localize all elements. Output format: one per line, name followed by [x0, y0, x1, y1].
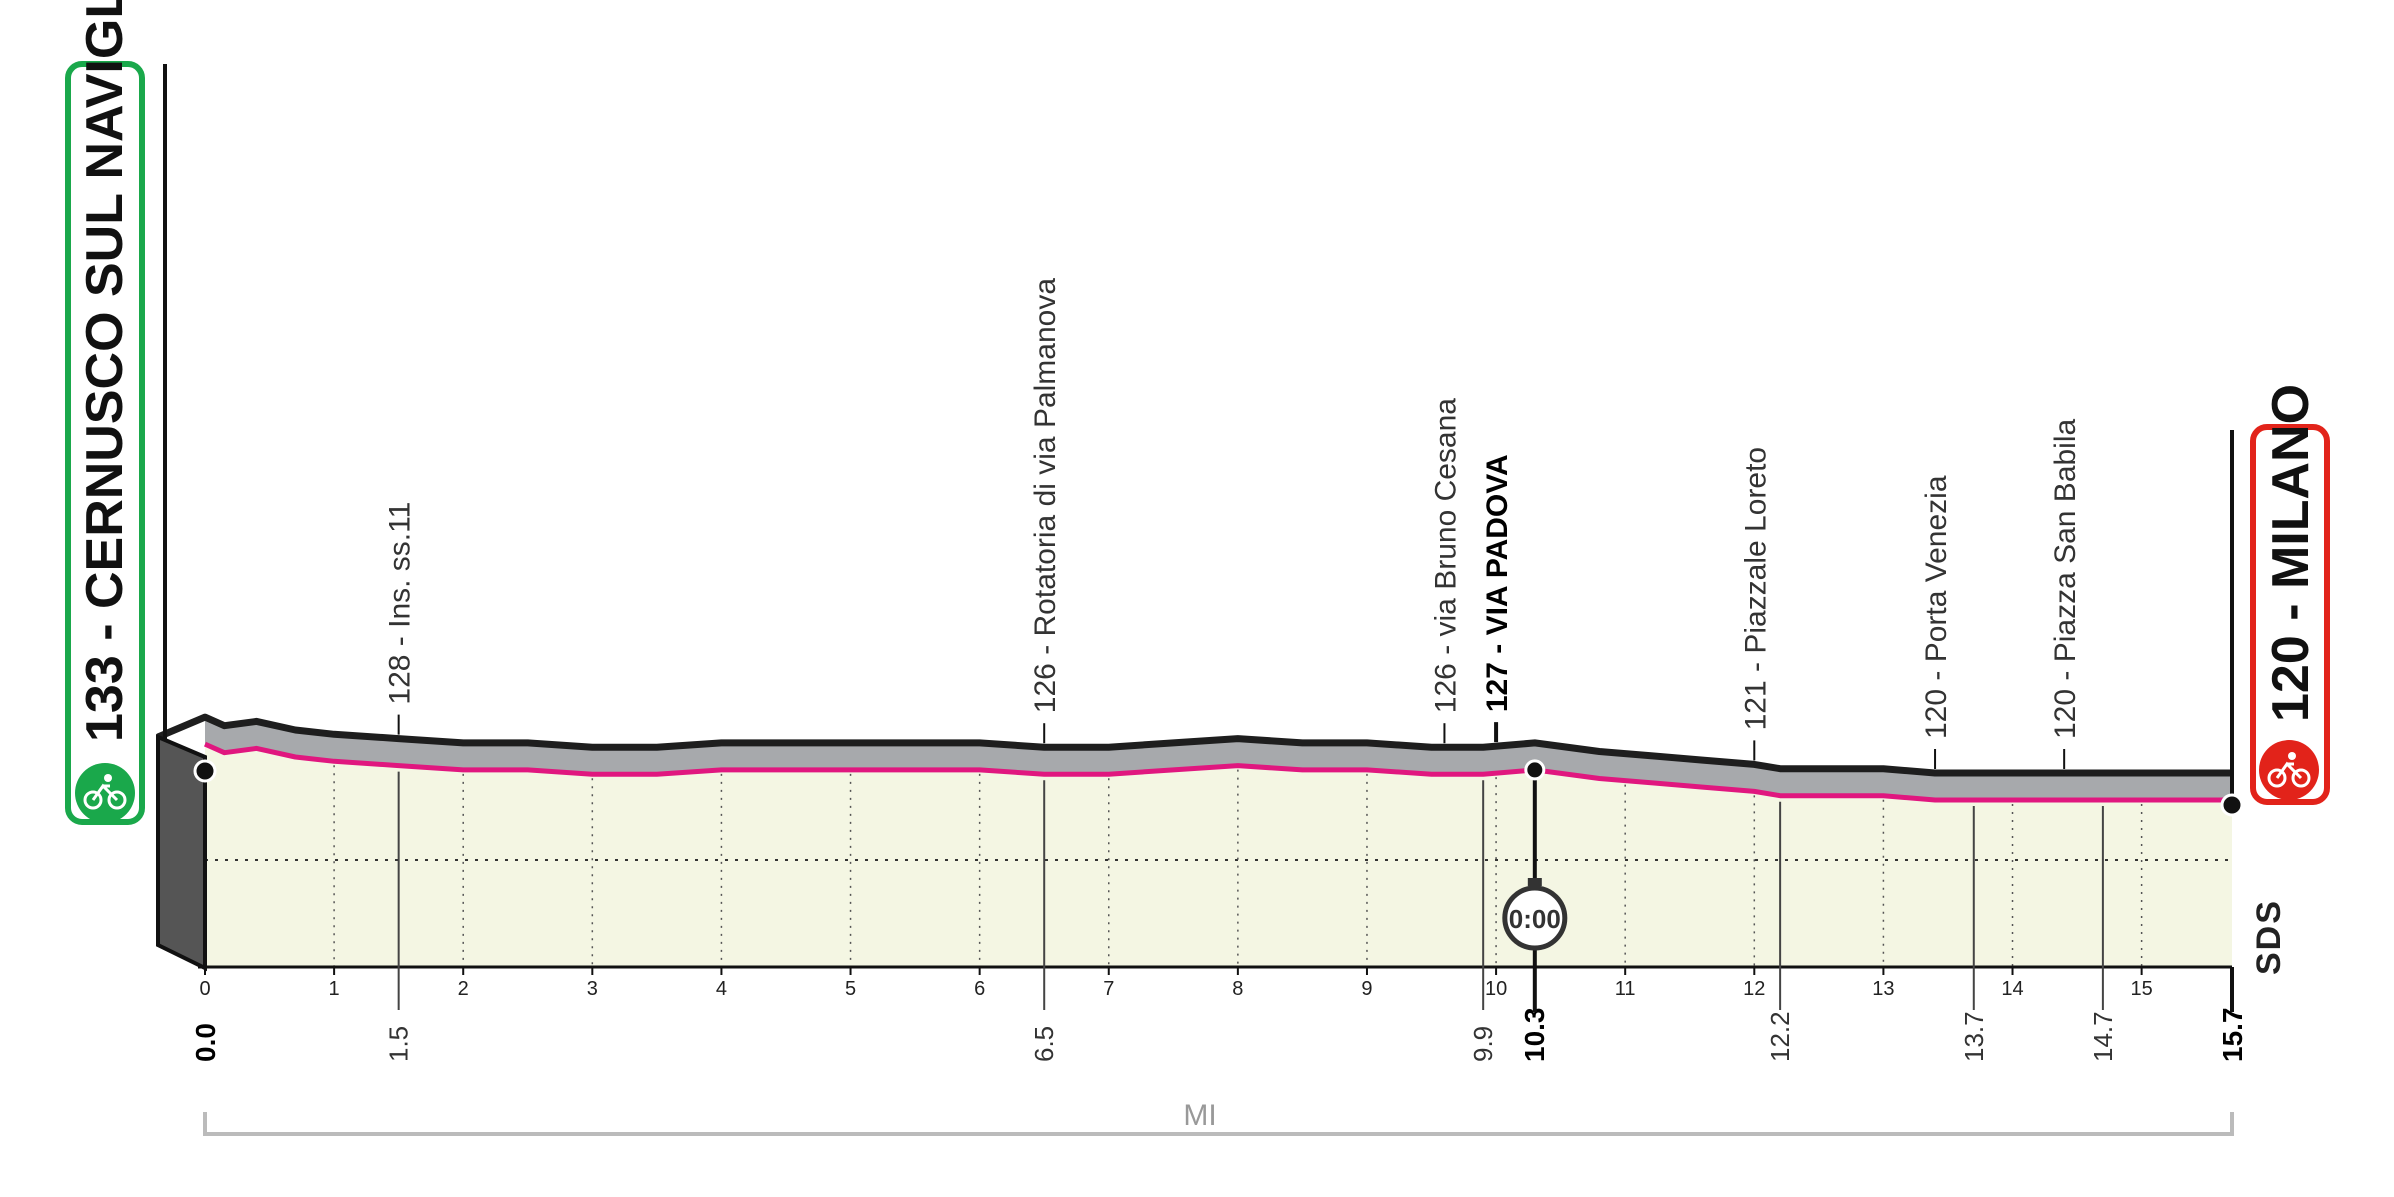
x-tick-label: 11 — [1615, 978, 1636, 1000]
finish-city-label: 120 - MILANO — [2262, 384, 2320, 722]
road-line — [203, 741, 2232, 803]
distance-unit-label: MI — [1183, 1099, 1216, 1132]
waypoint-label: 120 - Porta Venezia — [1920, 475, 1953, 739]
surface-band — [205, 717, 2232, 800]
sds-logo: SDS — [2250, 899, 2288, 975]
x-tick-label: 3 — [587, 978, 598, 1000]
x-tick-label: 12 — [1743, 978, 1765, 1000]
waypoint-label: 121 - Piazzale Loreto — [1739, 447, 1772, 731]
waypoint-label: 127 - VIA PADOVA — [1481, 454, 1514, 712]
stopwatch-icon — [1502, 885, 1568, 951]
cyclist-start-icon — [75, 763, 135, 823]
x-tick-label: 8 — [1232, 978, 1243, 1000]
start-badge: 133 - CERNUSCO SUL NAVIGLIO — [65, 0, 145, 825]
x-tick-label: 2 — [458, 978, 469, 1000]
finish-point — [2220, 793, 2244, 817]
km-marker-label: 15.7 — [2217, 1008, 2248, 1063]
km-marker-label: 1.5 — [384, 1026, 414, 1062]
x-tick-label: 14 — [2001, 978, 2023, 1000]
km-marker-label: 6.5 — [1029, 1026, 1059, 1062]
km-marker-label: 12.2 — [1765, 1011, 1795, 1062]
x-tick-label: 5 — [845, 978, 856, 1000]
time-check-label: 0:00 — [1509, 904, 1561, 934]
km-marker-label: 13.7 — [1959, 1011, 1989, 1062]
waypoint-label: 128 - Ins. ss.11 — [384, 502, 417, 705]
waypoint-label: 120 - Piazza San Babila — [2049, 418, 2082, 739]
km-marker-label: 0.0 — [190, 1023, 221, 1062]
start-wedge — [158, 737, 205, 968]
x-tick-label: 13 — [1872, 978, 1894, 1000]
start-point — [193, 759, 217, 783]
x-tick-label: 7 — [1103, 978, 1114, 1000]
cyclist-finish-icon — [2259, 740, 2319, 800]
ground-area — [205, 744, 2232, 967]
finish-badge: 120 - MILANO — [2250, 384, 2330, 805]
km-marker-label: 9.9 — [1468, 1026, 1498, 1062]
x-tick-label: 1 — [329, 978, 340, 1000]
x-tick-label: 9 — [1361, 978, 1372, 1000]
start-city-label: 133 - CERNUSCO SUL NAVIGLIO — [76, 0, 134, 742]
x-tick-label: 10 — [1485, 978, 1507, 1000]
time-check-marker: 0:00 — [1502, 759, 1568, 1012]
x-tick-label: 4 — [716, 978, 727, 1000]
x-tick-label: 0 — [199, 978, 210, 1000]
km-marker-label: 14.7 — [2088, 1011, 2118, 1062]
waypoint-label: 126 - Rotatoria di via Palmanova — [1029, 278, 1062, 714]
km-marker-label: 10.3 — [1519, 1008, 1550, 1063]
elevation-profile-line — [156, 713, 2232, 777]
distance-bracket — [203, 1112, 2234, 1136]
waypoint-label: 126 - via Bruno Cesana — [1429, 398, 1462, 714]
x-tick-label: 15 — [2130, 978, 2152, 1000]
x-tick-label: 6 — [974, 978, 985, 1000]
